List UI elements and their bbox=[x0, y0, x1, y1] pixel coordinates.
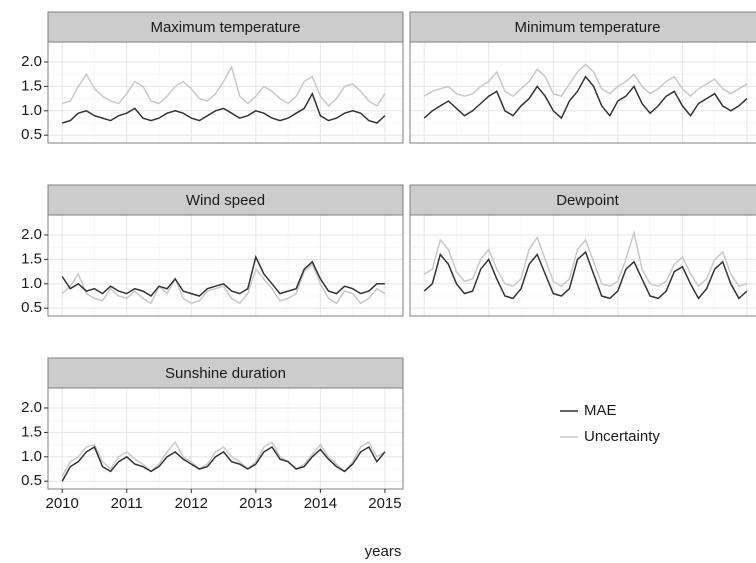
panel-background bbox=[48, 215, 403, 316]
x-tick-label: 2013 bbox=[239, 495, 272, 512]
series-line bbox=[423, 63, 748, 98]
panel-border bbox=[409, 214, 756, 317]
y-tick-label: 1.5 bbox=[21, 423, 42, 440]
series-line bbox=[423, 229, 748, 288]
panel-border bbox=[47, 214, 404, 317]
x-tick-label: 2011 bbox=[111, 495, 143, 512]
y-tick-label: 2.0 bbox=[21, 399, 42, 416]
x-tick-label: 2014 bbox=[304, 495, 337, 512]
y-tick-label: 0.5 bbox=[21, 126, 42, 143]
panel-title: Wind speed bbox=[186, 192, 265, 209]
panel-background bbox=[410, 42, 756, 143]
x-tick-label: 2015 bbox=[368, 495, 401, 512]
series-line bbox=[61, 64, 386, 107]
y-tick-label: 1.0 bbox=[21, 448, 42, 465]
panel-background bbox=[410, 215, 756, 316]
y-tick-label: 0.5 bbox=[21, 472, 42, 489]
series-line bbox=[61, 91, 386, 124]
panel-title: Dewpoint bbox=[556, 192, 619, 209]
strip bbox=[409, 184, 756, 216]
y-tick-label: 0.5 bbox=[21, 299, 42, 316]
y-tick-label: 2.0 bbox=[21, 226, 42, 243]
panel-title: Minimum temperature bbox=[515, 19, 661, 36]
series-line bbox=[423, 250, 748, 300]
series-line bbox=[61, 445, 386, 482]
y-tick-label: 1.0 bbox=[21, 102, 42, 119]
panel-title: Sunshine duration bbox=[165, 365, 286, 382]
panel-border bbox=[409, 41, 756, 144]
series-line bbox=[423, 75, 748, 120]
y-tick-label: 2.0 bbox=[21, 53, 42, 70]
y-tick-label: 1.5 bbox=[21, 250, 42, 267]
panel-title: Maximum temperature bbox=[150, 19, 300, 36]
strip bbox=[47, 357, 404, 389]
panel-border bbox=[47, 41, 404, 144]
x-tick-label: 2012 bbox=[175, 495, 208, 512]
x-tick-label: 2010 bbox=[46, 495, 79, 512]
x-axis-title: years bbox=[365, 543, 402, 560]
series-line bbox=[61, 263, 386, 305]
y-tick-label: 1.0 bbox=[21, 275, 42, 292]
panel-background bbox=[48, 388, 403, 489]
legend-label: Uncertainty bbox=[584, 428, 660, 445]
y-tick-label: 1.5 bbox=[21, 77, 42, 94]
series-line bbox=[61, 254, 385, 297]
panel-border bbox=[47, 387, 404, 490]
strip bbox=[47, 184, 404, 216]
panel-background bbox=[48, 42, 403, 143]
strip bbox=[47, 11, 404, 43]
legend-label: MAE bbox=[584, 402, 617, 419]
series-line bbox=[61, 440, 386, 477]
